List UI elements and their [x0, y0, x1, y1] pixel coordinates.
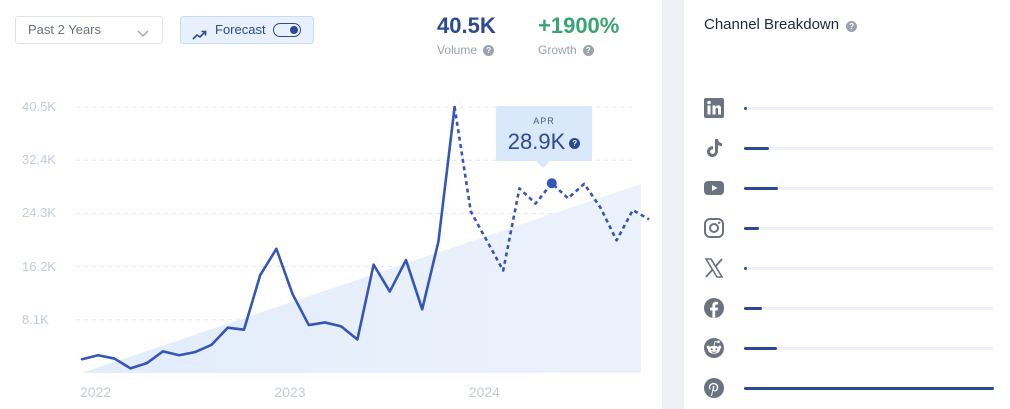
channel-row-x[interactable] — [702, 256, 994, 280]
help-icon[interactable]: ? — [569, 138, 581, 149]
channel-bar-fill — [744, 187, 778, 190]
channel-row-facebook[interactable] — [702, 296, 994, 320]
tiktok-icon — [707, 139, 722, 157]
growth-value: +1900% — [538, 13, 620, 38]
period-select[interactable]: Past 2 Years — [15, 16, 163, 44]
channel-bar-track — [744, 107, 994, 110]
highlight-point[interactable] — [546, 178, 557, 189]
chart-panel: Past 2 Years Forecast 40.5K Volume? +190… — [15, 13, 650, 400]
channel-breakdown-panel: Channel Breakdown? — [684, 0, 1010, 409]
reddit-icon — [704, 338, 724, 358]
trend-up-icon — [192, 24, 207, 50]
facebook-icon — [704, 298, 724, 318]
help-icon[interactable]: ? — [483, 45, 495, 56]
forecast-switch-knob — [290, 25, 298, 34]
volume-value: 40.5K — [437, 13, 496, 38]
channel-bar-track — [744, 387, 994, 390]
forecast-toggle-button[interactable]: Forecast — [180, 16, 314, 44]
period-select-value: Past 2 Years — [28, 22, 101, 37]
linkedin-icon — [704, 98, 724, 118]
x-icon — [704, 258, 724, 278]
channel-bar-fill — [744, 227, 759, 230]
trend-chart — [76, 105, 650, 373]
x-tick-label: 2023 — [274, 384, 306, 400]
growth-stat: +1900% Growth? — [538, 13, 619, 57]
channel-bar-track — [744, 347, 994, 350]
channel-bar-track — [744, 187, 994, 190]
x-tick-label: 2022 — [80, 384, 112, 400]
youtube-icon — [704, 181, 724, 195]
channel-row-youtube[interactable] — [702, 176, 994, 200]
tooltip-month: APR — [533, 116, 555, 126]
help-icon[interactable]: ? — [846, 21, 858, 32]
channel-breakdown-title: Channel Breakdown — [704, 16, 840, 33]
volume-stat: 40.5K Volume? — [437, 13, 496, 57]
channel-bar-fill — [744, 347, 777, 350]
y-tick-label: 32.4K — [22, 152, 56, 168]
tooltip-arrow — [536, 161, 550, 168]
instagram-icon — [704, 218, 724, 238]
channel-row-linkedin[interactable] — [702, 96, 994, 120]
channel-bar-fill — [744, 387, 994, 390]
hover-tooltip: APR 28.9K? — [496, 106, 592, 168]
channel-row-reddit[interactable] — [702, 336, 994, 360]
y-tick-label: 8.1K — [22, 311, 49, 327]
channel-bar-track — [744, 307, 994, 310]
forecast-label: Forecast — [215, 22, 266, 37]
channel-row-tiktok[interactable] — [702, 136, 994, 160]
channel-bar-fill — [744, 267, 747, 270]
series-line-actual — [80, 105, 456, 370]
tooltip-value: 28.9K — [507, 129, 566, 154]
channel-bar-track — [744, 227, 994, 230]
channel-bar-track — [744, 267, 994, 270]
y-tick-label: 40.5K — [22, 99, 56, 114]
volume-label: Volume — [437, 43, 478, 57]
channel-bar-fill — [744, 307, 762, 310]
forecast-switch[interactable] — [273, 23, 301, 37]
help-icon[interactable]: ? — [582, 45, 594, 56]
y-tick-label: 16.2K — [22, 258, 56, 274]
channel-bar-track — [744, 147, 994, 150]
y-tick-label: 24.3K — [22, 205, 56, 221]
chevron-down-icon — [136, 23, 150, 49]
panel-divider — [662, 0, 684, 409]
series-line-forecast — [453, 106, 650, 272]
trend-band — [82, 183, 641, 373]
channel-bar-fill — [744, 147, 769, 150]
channel-row-pinterest[interactable] — [702, 376, 994, 400]
pinterest-icon — [704, 378, 724, 398]
growth-label: Growth — [538, 43, 577, 57]
channel-row-instagram[interactable] — [702, 216, 994, 240]
channel-bar-fill — [744, 107, 747, 110]
x-tick-label: 2024 — [468, 384, 500, 400]
